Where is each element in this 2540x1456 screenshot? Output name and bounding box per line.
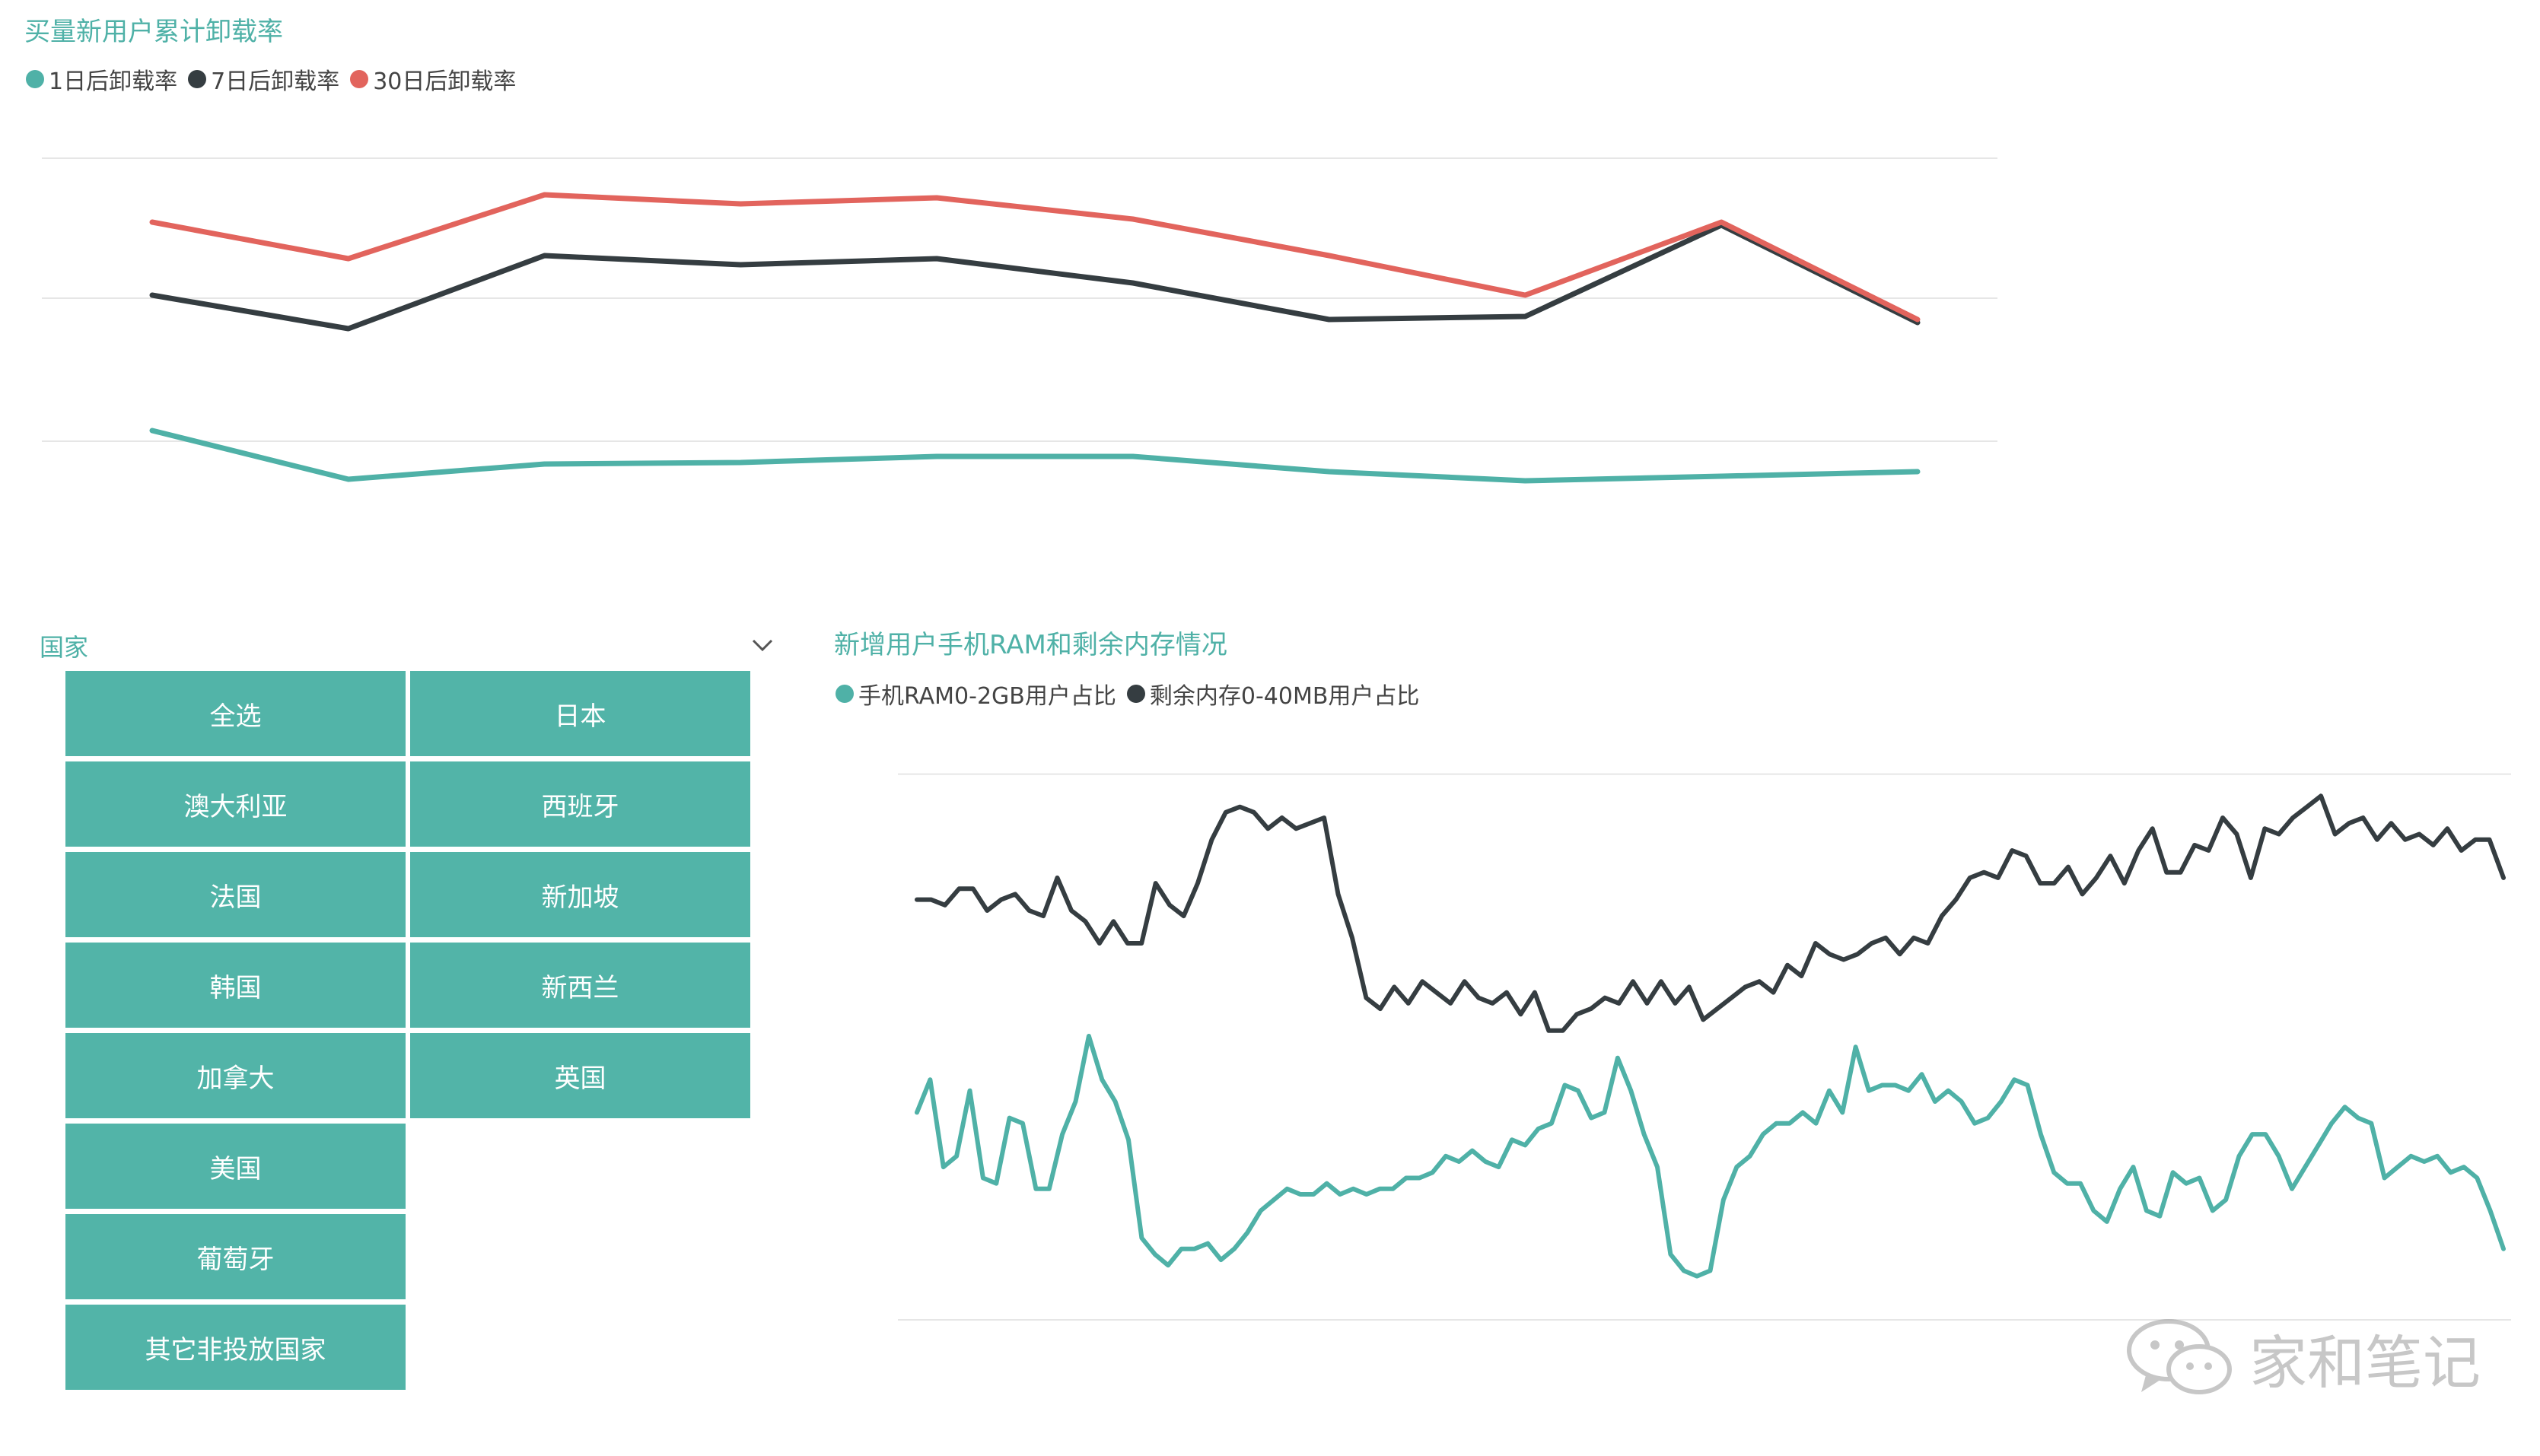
country-slicer-header[interactable]: 国家 xyxy=(40,628,778,666)
chart2-title: 新增用户手机RAM和剩余内存情况 xyxy=(834,630,1227,660)
slicer-option-10[interactable]: 美国 xyxy=(65,1124,406,1209)
legend-item-ram[interactable]: 手机RAM0-2GB用户占比 xyxy=(836,677,1116,711)
watermark-text: 家和笔记 xyxy=(2249,1329,2481,1397)
slicer-title: 国家 xyxy=(40,633,89,662)
chevron-down-icon[interactable] xyxy=(747,633,778,656)
series-line-0-2[interactable] xyxy=(149,192,1921,323)
wechat-icon xyxy=(2127,1319,2232,1394)
slicer-option-6[interactable]: 韩国 xyxy=(65,943,406,1028)
series-line-1-1[interactable] xyxy=(915,793,2506,1033)
chart1-title: 买量新用户累计卸载率 xyxy=(24,17,283,47)
slicer-option-12[interactable]: 其它非投放国家 xyxy=(65,1305,406,1390)
legend-item-7day[interactable]: 7日后卸载率 xyxy=(188,62,339,96)
chart1-legend: 1日后卸载率 7日后卸载率 30日后卸载率 xyxy=(26,62,527,96)
legend-dot-icon xyxy=(26,70,44,88)
legend-item-free-mem[interactable]: 剩余内存0-40MB用户占比 xyxy=(1126,677,1420,711)
legend-label: 7日后卸载率 xyxy=(211,68,340,95)
slicer-option-0[interactable]: 全选 xyxy=(65,671,406,756)
slicer-option-1[interactable]: 日本 xyxy=(410,671,750,756)
legend-dot-icon xyxy=(188,70,207,88)
legend-label: 30日后卸载率 xyxy=(373,68,517,95)
legend-label: 1日后卸载率 xyxy=(49,68,178,95)
legend-label: 手机RAM0-2GB用户占比 xyxy=(858,683,1116,710)
slicer-option-7[interactable]: 新西兰 xyxy=(410,943,750,1028)
chart2-legend: 手机RAM0-2GB用户占比 剩余内存0-40MB用户占比 xyxy=(836,677,1430,711)
slicer-option-2[interactable]: 澳大利亚 xyxy=(65,761,406,847)
legend-dot-icon xyxy=(350,70,369,88)
legend-dot-icon xyxy=(836,685,854,703)
legend-label: 剩余内存0-40MB用户占比 xyxy=(1149,683,1420,710)
watermark: 家和笔记 xyxy=(2123,1316,2481,1400)
legend-item-30day[interactable]: 30日后卸载率 xyxy=(350,62,516,96)
slicer-option-8[interactable]: 加拿大 xyxy=(65,1033,406,1118)
slicer-option-3[interactable]: 西班牙 xyxy=(410,761,750,847)
slicer-option-11[interactable]: 葡萄牙 xyxy=(65,1214,406,1299)
series-line-1-0[interactable] xyxy=(915,1034,2506,1279)
series-line-0-0[interactable] xyxy=(149,428,1921,484)
legend-dot-icon xyxy=(1126,685,1145,703)
slicer-option-4[interactable]: 法国 xyxy=(65,852,406,937)
series-line-0-1[interactable] xyxy=(149,222,1921,332)
slicer-option-5[interactable]: 新加坡 xyxy=(410,852,750,937)
slicer-option-9[interactable]: 英国 xyxy=(410,1033,750,1118)
legend-item-1day[interactable]: 1日后卸载率 xyxy=(26,62,177,96)
